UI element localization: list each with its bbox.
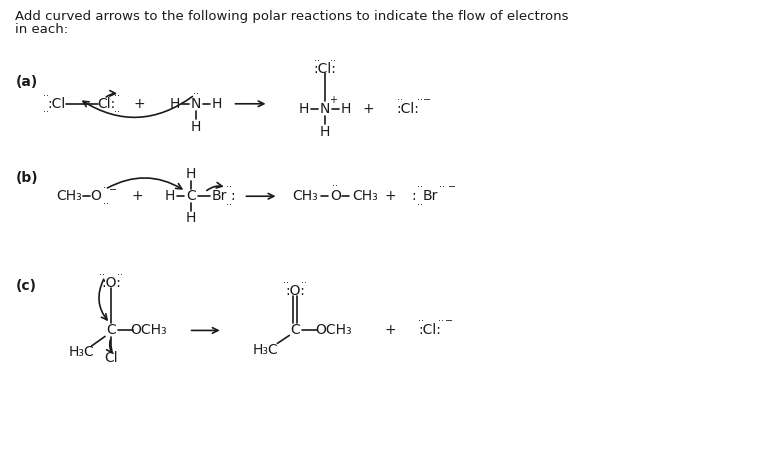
Text: ··: ·· bbox=[114, 91, 120, 101]
Text: CH₃: CH₃ bbox=[353, 189, 378, 203]
Text: :: : bbox=[412, 189, 417, 203]
Text: (b): (b) bbox=[16, 171, 38, 186]
Text: OCH₃: OCH₃ bbox=[130, 324, 167, 337]
Text: +: + bbox=[133, 97, 145, 111]
Text: ··: ·· bbox=[103, 183, 109, 193]
Text: ··: ·· bbox=[193, 89, 199, 99]
Text: H: H bbox=[299, 102, 310, 116]
Text: H: H bbox=[320, 125, 331, 138]
Text: N: N bbox=[320, 102, 331, 116]
Text: (a): (a) bbox=[16, 75, 37, 89]
Text: ··: ·· bbox=[283, 278, 289, 288]
Text: ··: ·· bbox=[439, 182, 445, 192]
Text: :Cl:: :Cl: bbox=[314, 62, 337, 76]
Text: ··: ·· bbox=[417, 95, 423, 105]
Text: :: : bbox=[230, 189, 235, 203]
Text: ··: ·· bbox=[397, 95, 403, 105]
Text: ··: ·· bbox=[314, 56, 321, 66]
Text: :O:: :O: bbox=[101, 276, 121, 290]
Text: CH₃: CH₃ bbox=[292, 189, 318, 203]
Text: H: H bbox=[190, 120, 201, 134]
Text: ··: ·· bbox=[225, 182, 232, 192]
Text: Br: Br bbox=[212, 189, 227, 203]
Text: +: + bbox=[329, 95, 337, 105]
Text: ··: ·· bbox=[438, 317, 444, 326]
Text: −: − bbox=[445, 317, 453, 326]
Text: ··: ·· bbox=[43, 107, 49, 117]
Text: ··: ·· bbox=[332, 181, 339, 191]
Text: Br: Br bbox=[422, 189, 438, 203]
Text: −: − bbox=[423, 95, 431, 105]
Text: in each:: in each: bbox=[16, 23, 69, 36]
Text: +: + bbox=[385, 324, 395, 337]
Text: H₃C: H₃C bbox=[253, 343, 278, 357]
Text: ··: ·· bbox=[418, 317, 424, 326]
Text: +: + bbox=[131, 189, 143, 203]
Text: ··: ·· bbox=[417, 182, 423, 192]
Text: :Cl: :Cl bbox=[47, 97, 66, 111]
Text: OCH₃: OCH₃ bbox=[315, 324, 352, 337]
Text: :Cl:: :Cl: bbox=[418, 324, 441, 337]
Text: ··: ·· bbox=[417, 200, 423, 210]
Text: Add curved arrows to the following polar reactions to indicate the flow of elect: Add curved arrows to the following polar… bbox=[16, 10, 569, 24]
Text: H₃C: H₃C bbox=[68, 345, 94, 359]
Text: Cl: Cl bbox=[105, 351, 118, 365]
Text: ··: ·· bbox=[117, 270, 123, 280]
Text: ··: ·· bbox=[114, 107, 120, 117]
Text: C: C bbox=[106, 324, 116, 337]
Text: H: H bbox=[186, 211, 196, 225]
Text: :O:: :O: bbox=[285, 284, 305, 298]
Text: H: H bbox=[169, 97, 180, 111]
Text: C: C bbox=[186, 189, 196, 203]
Text: ··: ·· bbox=[330, 56, 336, 66]
Text: O: O bbox=[330, 189, 341, 203]
Text: O: O bbox=[90, 189, 101, 203]
Text: +: + bbox=[385, 189, 395, 203]
Text: C: C bbox=[290, 324, 300, 337]
Text: H: H bbox=[341, 102, 351, 116]
Text: CH₃: CH₃ bbox=[56, 189, 82, 203]
Text: Cl:: Cl: bbox=[97, 97, 115, 111]
Text: −: − bbox=[448, 182, 456, 192]
Text: (c): (c) bbox=[16, 279, 37, 292]
Text: ··: ·· bbox=[103, 199, 109, 209]
Text: H: H bbox=[211, 97, 222, 111]
Text: −: − bbox=[109, 185, 117, 195]
Text: ··: ·· bbox=[225, 200, 232, 210]
Text: ··: ·· bbox=[43, 91, 49, 101]
Text: ··: ·· bbox=[301, 278, 307, 288]
Text: N: N bbox=[190, 97, 201, 111]
Text: +: + bbox=[362, 102, 374, 116]
Text: ··: ·· bbox=[99, 270, 105, 280]
Text: H: H bbox=[165, 189, 175, 203]
Text: H: H bbox=[186, 167, 196, 181]
Text: :Cl:: :Cl: bbox=[396, 102, 420, 116]
